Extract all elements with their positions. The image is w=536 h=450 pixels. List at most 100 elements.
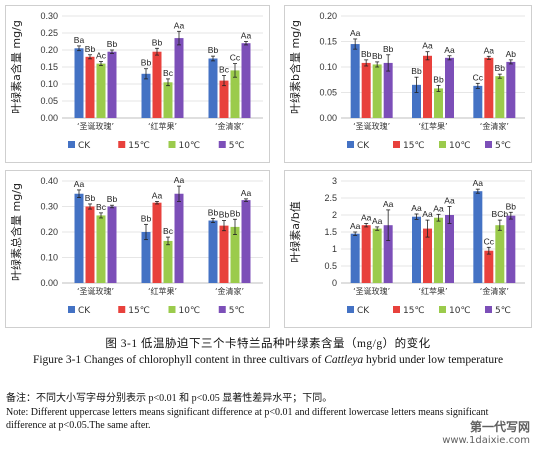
y-tick-label: 0.00 [319, 113, 337, 123]
y-tick-label: 0.20 [319, 11, 337, 21]
y-tick-label: 0.25 [40, 28, 58, 38]
bar [361, 225, 371, 283]
bar [152, 202, 162, 283]
y-tick-label: 0.00 [40, 278, 58, 288]
bar [383, 225, 393, 283]
legend-label: 15℃ [128, 141, 150, 151]
bar [85, 206, 95, 283]
legend-label: 10℃ [179, 306, 201, 316]
category-label: ‘圣诞玫瑰’ [77, 121, 114, 131]
bar [219, 225, 229, 283]
significance-label: Bb [495, 63, 506, 73]
bar [241, 43, 251, 119]
note-en: Note: Different uppercase letters means … [6, 407, 489, 431]
legend-swatch [393, 306, 400, 313]
legend-label: 15℃ [128, 306, 150, 316]
legend-swatch [218, 141, 226, 148]
bar [230, 226, 240, 283]
bar [445, 215, 454, 283]
legend-label: 5℃ [229, 141, 245, 151]
bar [74, 48, 84, 118]
bar [141, 232, 151, 283]
bar [506, 215, 516, 283]
legend-swatch [218, 306, 226, 313]
bar [473, 191, 483, 283]
significance-label: Bb [85, 44, 96, 54]
caption-en-end: hybrid under low temperature [363, 354, 504, 366]
bar [506, 61, 516, 118]
bar [473, 85, 483, 118]
y-tick-label: 1.5 [324, 227, 337, 237]
y-tick-label: 0.5 [324, 261, 337, 271]
note-cn: 备注：不同大小写字母分别表示 p<0.01 和 p<0.05 显著性差异水平；下… [6, 393, 333, 404]
significance-label: Aa [484, 45, 495, 55]
y-tick-label: 0.20 [40, 45, 58, 55]
significance-label: Aa [372, 216, 383, 226]
bar [174, 38, 184, 118]
bar [152, 51, 162, 119]
bar [107, 206, 117, 283]
significance-label: Bb [372, 51, 383, 61]
significance-label: Bb [411, 66, 422, 76]
significance-label: Bb [107, 194, 118, 204]
chart-panel-chlorophyll-b: 叶绿素b含量 mg/g 0.00 0.05 0.10 0.15 0.20 Aa Bb Bb Bb ‘… [284, 5, 532, 163]
bar [383, 62, 393, 118]
bar [163, 82, 173, 118]
significance-label: Ba [74, 35, 85, 45]
y-tick-label: 2 [332, 210, 337, 220]
significance-label: Aa [174, 20, 185, 30]
significance-label: Bb [85, 193, 96, 203]
legend-label: 10℃ [179, 141, 201, 151]
legend-swatch [347, 141, 354, 148]
y-tick-label: 0 [332, 278, 337, 288]
chart-svg-chlorophyll-total: 叶绿素总含量 mg/g0.000.100.200.300.40 AaBbBcBb‘… [9, 175, 263, 316]
y-tick-label: 0.15 [40, 62, 58, 72]
significance-label: Bb [506, 201, 517, 211]
y-tick-label: 2.5 [324, 193, 337, 203]
legend-label: 15℃ [403, 306, 425, 316]
significance-label: Aa [422, 41, 433, 51]
caption-en-genus: Cattleya [324, 354, 364, 366]
category-label: ‘金清家’ [215, 121, 244, 131]
category-label: ‘金清家’ [480, 286, 509, 296]
bar [96, 63, 106, 118]
significance-label: Aa [241, 188, 252, 198]
legend-label: CK [357, 141, 370, 151]
figure-caption-cn: 图 3-1 低温胁迫下三个卡特兰品种叶绿素含量（mg/g）的变化 [105, 338, 431, 350]
bar [85, 56, 95, 118]
legend-label: 5℃ [495, 306, 511, 316]
bar [372, 228, 382, 283]
legend-swatch [485, 306, 492, 313]
legend-swatch [118, 141, 126, 148]
y-axis-label: 叶绿素a/b值 [288, 201, 302, 262]
legend-label: CK [357, 306, 370, 316]
chart-panel-chlorophyll-total: 叶绿素总含量 mg/g 0.00 0.10 0.20 0.30 0.40 Aa Bb Bc Bb ‘… [5, 170, 270, 328]
significance-label: Cc [230, 53, 241, 63]
significance-label: BCb [492, 209, 509, 219]
legend-swatch [347, 306, 354, 313]
bar [412, 216, 421, 283]
chart-panel-chlorophyll-ratio: 叶绿素a/b值 0 0.5 1 1.5 2 2.5 3 Aa Aa Aa Aa ‘圣诞玫瑰’ Aa Aa Aa… [284, 170, 532, 328]
significance-label: Aa [350, 221, 361, 231]
bar [219, 80, 229, 118]
category-label: ‘红苹果’ [148, 121, 177, 131]
watermark-name: 第一代写网 [469, 420, 530, 434]
significance-label: Aa [444, 45, 455, 55]
significance-label: Bb [141, 58, 152, 68]
significance-label: Bc [163, 68, 174, 78]
legend-label: CK [78, 306, 91, 316]
category-label: ‘圣诞玫瑰’ [353, 286, 390, 296]
significance-label: Aa [74, 179, 85, 189]
bar [372, 64, 382, 118]
bar [174, 193, 184, 283]
caption-en-start: Figure 3-1 Changes of chlorophyll conten… [32, 354, 325, 366]
bar [350, 233, 360, 283]
bar [434, 88, 443, 118]
chart-svg-chlorophyll-a: 叶绿素a含量 mg/g 0.00 0.05 0.10 0.15 0.20 0.25 0.30 B… [9, 11, 263, 151]
significance-label: Aa [422, 209, 433, 219]
legend-swatch [439, 141, 446, 148]
bar [495, 76, 505, 118]
watermark: 第一代写网 www.1daixie.com [442, 418, 530, 446]
